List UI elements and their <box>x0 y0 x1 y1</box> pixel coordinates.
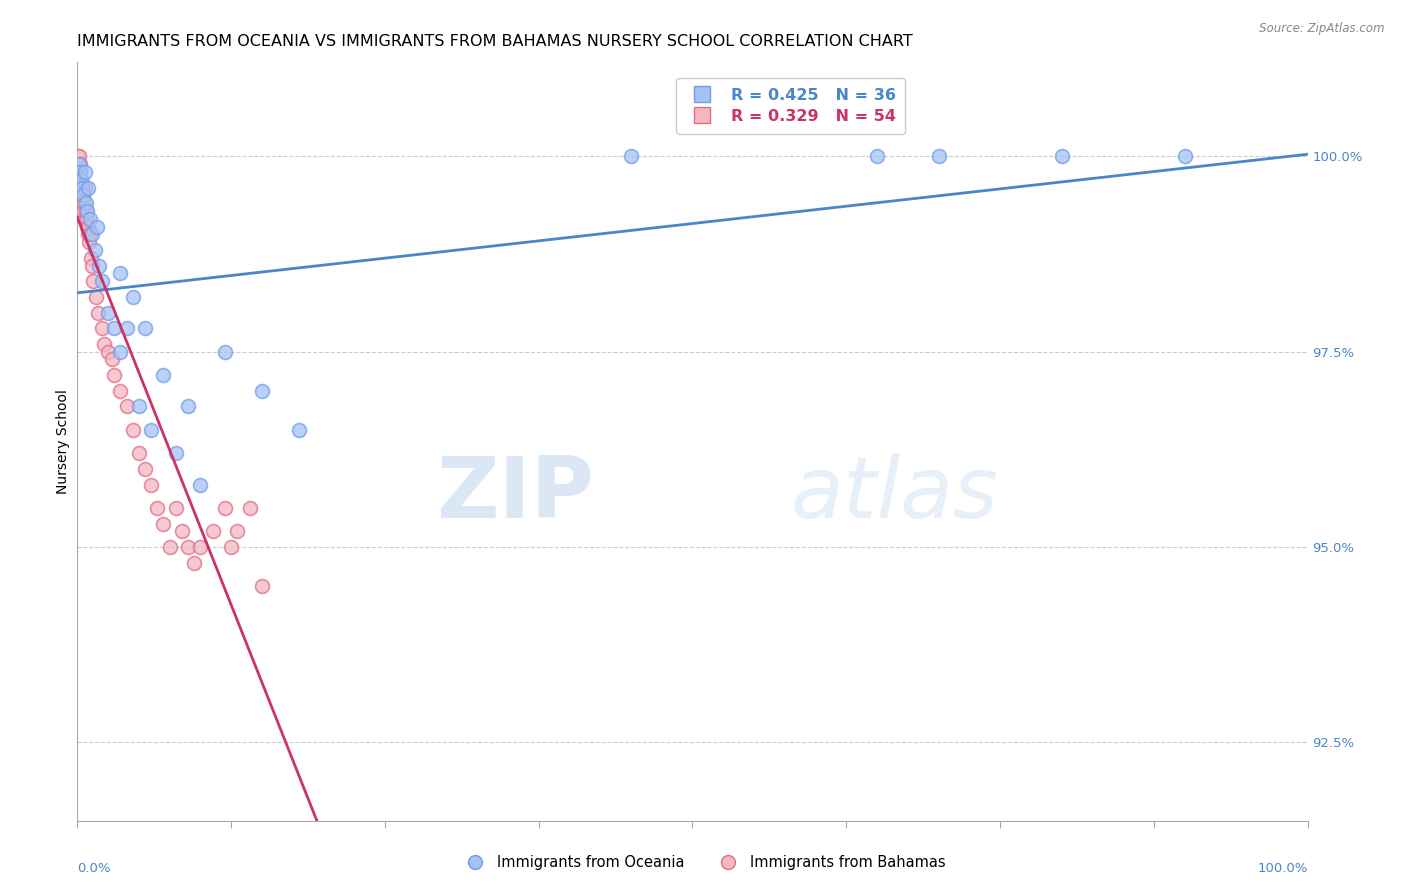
Text: Source: ZipAtlas.com: Source: ZipAtlas.com <box>1260 22 1385 36</box>
Point <box>80 251 103 265</box>
Point <box>76 227 98 242</box>
Point <box>239 500 262 515</box>
Point <box>69 165 91 179</box>
Point <box>146 500 169 515</box>
Point <box>67 165 90 179</box>
Point <box>77 235 100 250</box>
Point <box>115 400 138 414</box>
Point <box>70 196 93 211</box>
Point <box>128 400 150 414</box>
Point <box>159 540 181 554</box>
Point <box>70 188 93 202</box>
Point <box>103 368 125 383</box>
Point <box>87 305 110 319</box>
Point <box>73 180 96 194</box>
Point <box>75 211 97 226</box>
Text: atlas: atlas <box>792 453 998 536</box>
Point <box>177 400 200 414</box>
Point <box>110 384 132 398</box>
Point <box>121 423 143 437</box>
Point <box>69 180 91 194</box>
Point <box>250 384 273 398</box>
Point <box>201 524 224 539</box>
Point <box>67 157 90 171</box>
Point <box>89 259 111 273</box>
Point <box>219 540 242 554</box>
Point <box>928 149 950 163</box>
Point <box>188 540 212 554</box>
Point <box>288 423 311 437</box>
Point <box>97 305 120 319</box>
Point <box>75 196 97 211</box>
Point <box>214 500 236 515</box>
Point <box>165 446 187 460</box>
Point <box>620 149 643 163</box>
Point <box>72 203 94 218</box>
Point <box>177 540 200 554</box>
Point <box>134 462 156 476</box>
Point <box>141 423 163 437</box>
Point <box>141 477 163 491</box>
Point <box>82 274 104 288</box>
Point <box>183 556 205 570</box>
Point <box>101 352 124 367</box>
Point <box>69 157 91 171</box>
Point <box>76 203 98 218</box>
Point <box>152 368 174 383</box>
Point <box>76 219 98 234</box>
Point <box>866 149 889 163</box>
Point <box>93 336 115 351</box>
Point <box>75 203 97 218</box>
Point <box>79 211 101 226</box>
Legend: Immigrants from Oceania, Immigrants from Bahamas: Immigrants from Oceania, Immigrants from… <box>454 849 952 876</box>
Point <box>70 180 93 194</box>
Point <box>72 188 94 202</box>
Point <box>128 446 150 460</box>
Point <box>70 180 93 194</box>
Point <box>84 290 107 304</box>
Point <box>76 211 98 226</box>
Text: IMMIGRANTS FROM OCEANIA VS IMMIGRANTS FROM BAHAMAS NURSERY SCHOOL CORRELATION CH: IMMIGRANTS FROM OCEANIA VS IMMIGRANTS FR… <box>77 34 912 49</box>
Point <box>90 274 114 288</box>
Point <box>69 172 91 186</box>
Text: 100.0%: 100.0% <box>1257 863 1308 875</box>
Point <box>69 165 91 179</box>
Point <box>110 267 132 281</box>
Point <box>83 243 105 257</box>
Point <box>250 579 273 593</box>
Point <box>86 219 108 234</box>
Point <box>134 321 156 335</box>
Point <box>69 172 91 186</box>
Point <box>77 180 100 194</box>
Point <box>67 157 90 171</box>
Point <box>170 524 193 539</box>
Point <box>73 165 96 179</box>
Point <box>1050 149 1073 163</box>
Point <box>79 227 101 242</box>
Y-axis label: Nursery School: Nursery School <box>56 389 70 494</box>
Point <box>90 321 114 335</box>
Point <box>67 149 90 163</box>
Legend: R = 0.425   N = 36, R = 0.329   N = 54: R = 0.425 N = 36, R = 0.329 N = 54 <box>676 78 905 134</box>
Point <box>152 516 174 531</box>
Point <box>97 344 120 359</box>
Text: ZIP: ZIP <box>436 453 595 536</box>
Point <box>226 524 249 539</box>
Point <box>188 477 212 491</box>
Point <box>82 227 104 242</box>
Point <box>165 500 187 515</box>
Point <box>103 321 125 335</box>
Point <box>1174 149 1197 163</box>
Point <box>72 188 94 202</box>
Point <box>73 196 96 211</box>
Point <box>66 149 89 163</box>
Point <box>110 344 132 359</box>
Point <box>115 321 138 335</box>
Point <box>82 259 104 273</box>
Point <box>70 172 93 186</box>
Text: 0.0%: 0.0% <box>77 863 111 875</box>
Point <box>214 344 236 359</box>
Point <box>121 290 143 304</box>
Point <box>77 219 100 234</box>
